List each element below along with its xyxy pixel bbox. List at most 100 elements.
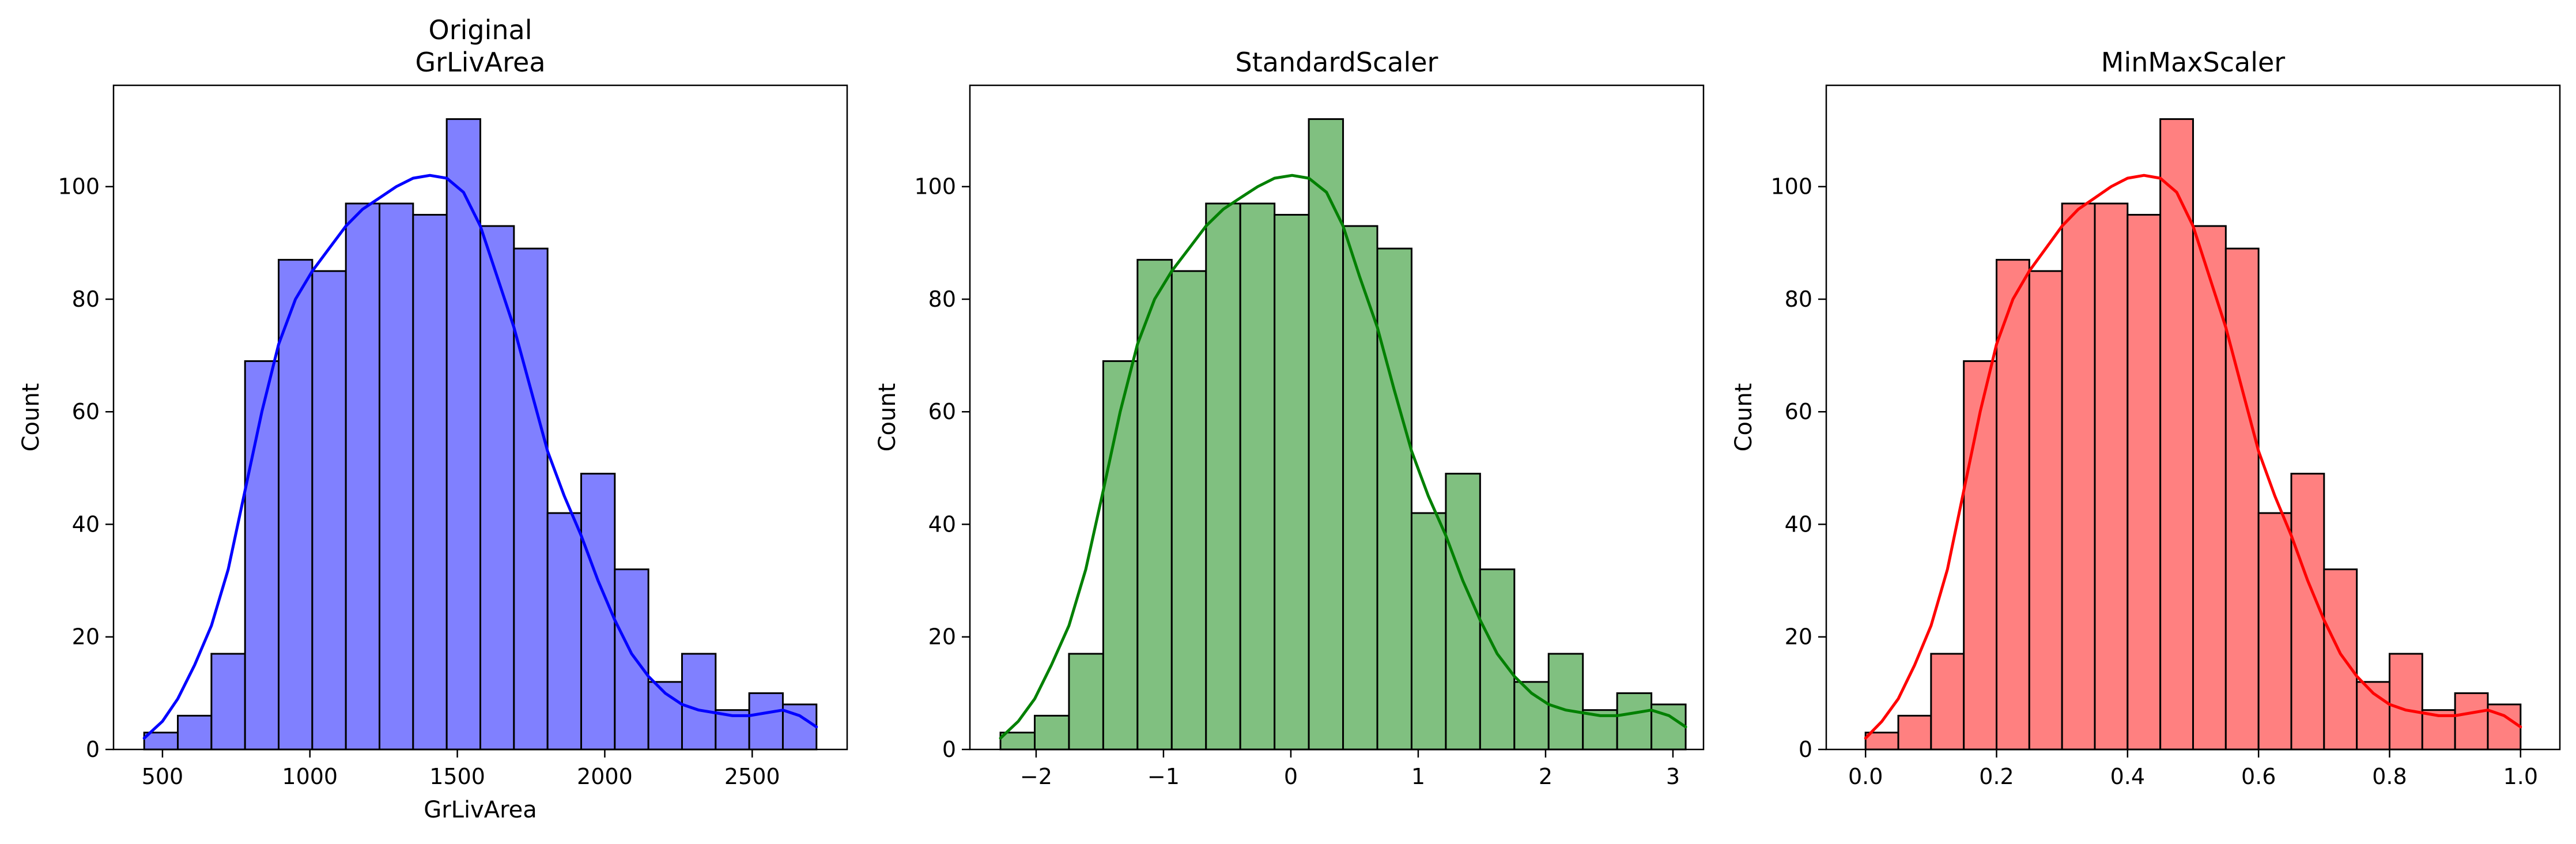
histogram-bar [177, 714, 213, 751]
y-tick-label: 100 [58, 174, 100, 199]
y-tick-label: 40 [72, 511, 100, 537]
x-tick-label: 2500 [724, 764, 780, 789]
x-tick-label: 1000 [282, 764, 338, 789]
chart-panel-2: −2 −1 0 1 2 3 0 20 40 60 80 100 StandardScaler Count [874, 47, 1705, 789]
x-tick-label: −1 [1147, 764, 1180, 789]
y-tick-label: 80 [72, 287, 100, 312]
x-tick-label: 2 [1539, 764, 1553, 789]
x-tick-label: 1 [1411, 764, 1425, 789]
histogram-bar [1445, 473, 1481, 751]
y-tick-label: 60 [72, 399, 100, 424]
kde-line [999, 174, 1687, 740]
histogram-bar [2061, 202, 2096, 751]
y-tick-label: 0 [1799, 737, 1812, 762]
histogram-bar [1170, 270, 1207, 751]
x-tick-label: 0 [1284, 764, 1298, 789]
histogram-bar [1547, 653, 1584, 751]
x-axis-label: GrLivArea [424, 797, 537, 823]
histogram-bar [546, 512, 582, 751]
histogram-bar [2290, 473, 2325, 751]
histogram-bar [1308, 118, 1344, 751]
histogram-bar [2159, 118, 2194, 751]
histogram-bar [1205, 202, 1241, 751]
y-axis-label: Count [874, 383, 901, 452]
histogram-bar [513, 247, 549, 751]
histogram-bar [681, 653, 717, 751]
histogram-bar [1616, 692, 1653, 751]
y-tick-label: 60 [928, 399, 956, 424]
x-tick-label: 1500 [429, 764, 485, 789]
histogram-bar [345, 202, 381, 751]
histogram-bar [1033, 714, 1070, 751]
x-tick-label: 3 [1666, 764, 1680, 789]
histogram-bar [1410, 512, 1447, 751]
axes-frame [969, 84, 1705, 751]
x-tick-label: −2 [1020, 764, 1052, 789]
histogram-bar [311, 270, 347, 751]
histogram-bar [210, 653, 246, 751]
histogram-bar [1376, 247, 1412, 751]
histogram-bar [479, 225, 515, 751]
histogram-bar [379, 202, 414, 751]
axes-frame [112, 84, 848, 751]
kde-line [142, 174, 818, 740]
y-tick-label: 20 [72, 624, 100, 650]
y-tick-label: 20 [1785, 624, 1812, 650]
histogram-bar [2454, 692, 2489, 751]
histogram-bar [2094, 202, 2129, 751]
histogram-bar [2257, 512, 2292, 751]
chart-title: Original [428, 14, 532, 46]
histogram-bar [244, 360, 280, 751]
histogram-bar [580, 473, 616, 751]
histogram-bar [2323, 568, 2358, 751]
chart-title: StandardScaler [1236, 47, 1438, 78]
histogram-bar [614, 568, 649, 751]
histogram-bar [1996, 259, 2030, 751]
x-tick-label: 0.6 [2241, 764, 2276, 789]
histogram-bar [1864, 732, 1899, 751]
histogram-bar [412, 214, 448, 751]
histogram-bar [1479, 568, 1516, 751]
y-tick-label: 40 [928, 511, 956, 537]
y-tick-label: 100 [1770, 174, 1812, 199]
histogram-bar [2224, 247, 2260, 751]
y-tick-label: 80 [928, 287, 956, 312]
histogram-bar [1239, 202, 1276, 751]
y-tick-label: 20 [928, 624, 956, 650]
y-axis-label: Count [1731, 383, 1757, 452]
y-tick-label: 40 [1785, 511, 1812, 537]
histogram-bar [2126, 214, 2162, 751]
histogram-bar [1068, 653, 1104, 751]
chart-panel-1: 500 1000 1500 2000 2500020406080100OriginalG… [18, 14, 848, 823]
histogram-bar [2388, 653, 2423, 751]
y-tick-label: 0 [942, 737, 956, 762]
x-tick-label: 0.4 [2110, 764, 2145, 789]
histogram-bar [2028, 270, 2063, 751]
y-tick-label: 60 [1785, 399, 1812, 424]
y-tick-label: 0 [86, 737, 100, 762]
histogram-bar [1342, 225, 1378, 751]
histogram-bar [1102, 360, 1139, 751]
x-tick-label: 0.8 [2372, 764, 2407, 789]
y-tick-label: 100 [914, 174, 956, 199]
chart-title: MinMaxScaler [2101, 47, 2285, 78]
histogram-bar [445, 118, 481, 751]
x-tick-label: 0.0 [1848, 764, 1883, 789]
x-tick-label: 2000 [577, 764, 633, 789]
histogram-bar [1274, 214, 1310, 751]
histogram-bar [1963, 360, 1998, 751]
histogram-bar [143, 732, 179, 751]
histogram-bar [748, 692, 784, 751]
chart-title: GrLivArea [415, 47, 545, 78]
x-tick-label: 0.2 [1979, 764, 2014, 789]
y-axis-label: Count [18, 383, 44, 452]
histogram-bar [1136, 259, 1173, 751]
x-tick-label: 500 [142, 764, 184, 789]
x-tick-label: 1.0 [2503, 764, 2538, 789]
kde-line [1864, 174, 2522, 740]
chart-panel-3: 0.0 0.2 0.4 0.6 0.8 1.0 0 20 40 60 80 100 MinMaxScal… [1731, 47, 2561, 789]
histogram-bar [1897, 714, 1932, 751]
histogram-bar [1930, 653, 1965, 751]
histogram-bar [2192, 225, 2227, 751]
